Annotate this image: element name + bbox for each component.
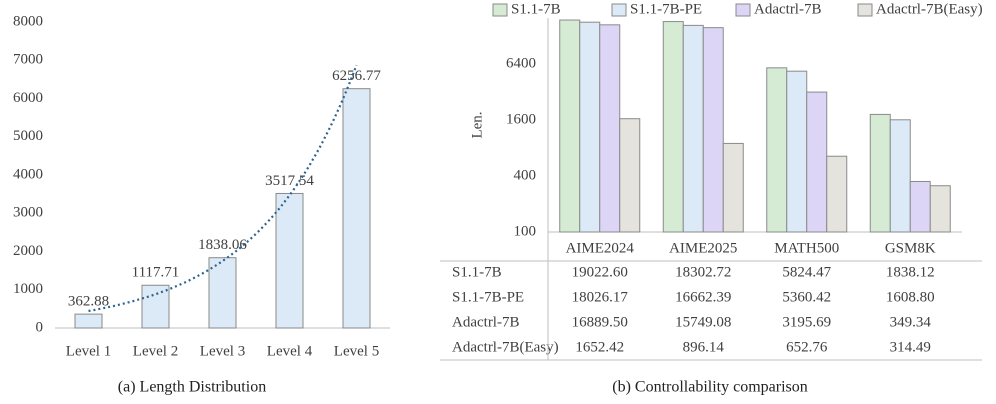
table-row-label: S1.1-7B-PE [452, 289, 524, 305]
table-cell: 5824.47 [782, 264, 831, 280]
y-tick-label: 2000 [13, 243, 43, 259]
y-axis-label: Len. [469, 111, 485, 138]
bar [786, 70, 808, 233]
y-tick-label: 1600 [506, 111, 536, 127]
bar [909, 180, 931, 233]
caption: (a) Length Distribution [118, 379, 266, 396]
y-tick-label: 1000 [13, 281, 43, 297]
y-tick-label: 100 [514, 223, 537, 239]
bar [599, 24, 621, 233]
caption: (b) Controllability comparison [612, 379, 808, 396]
table-cell: 1608.80 [886, 289, 935, 305]
table-cell: 314.49 [890, 339, 931, 355]
x-tick-label: GSM8K [885, 240, 936, 256]
table-cell: 15749.08 [675, 314, 731, 330]
legend-swatch [492, 3, 508, 17]
bar [74, 313, 103, 329]
table-row-label: Adactrl-7B(Easy) [452, 339, 559, 355]
legend-label: Adactrl-7B [754, 1, 821, 17]
x-tick-label: Level 5 [334, 343, 379, 359]
bar [208, 257, 237, 329]
x-tick-label: Level 3 [200, 343, 245, 359]
bar [682, 24, 704, 233]
bar [766, 67, 788, 233]
y-tick-label: 0 [36, 319, 44, 335]
y-tick-label: 400 [514, 167, 537, 183]
legend-swatch [611, 3, 627, 17]
table-cell: 1652.42 [575, 339, 624, 355]
bar [702, 27, 724, 233]
bar [579, 21, 601, 233]
table-cell: 16662.39 [675, 289, 731, 305]
table-cell: 652.76 [786, 339, 828, 355]
y-tick-label: 5000 [13, 128, 43, 144]
x-tick-label: MATH500 [774, 240, 839, 256]
x-tick-label: AIME2024 [566, 240, 635, 256]
x-tick-label: Level 2 [133, 343, 178, 359]
bar [826, 155, 848, 233]
y-tick-label: 6400 [506, 55, 536, 71]
bar [889, 119, 911, 233]
y-tick-label: 4000 [13, 166, 43, 182]
data-label: 3517.54 [265, 173, 314, 189]
bar [929, 185, 951, 233]
data-label: 6256.77 [332, 68, 381, 84]
y-tick-label: 6000 [13, 90, 43, 106]
bar [141, 284, 170, 329]
bar [806, 91, 828, 233]
bar [619, 118, 641, 233]
bar [342, 88, 371, 329]
data-label: 1117.71 [132, 265, 180, 281]
bar [662, 21, 684, 233]
table-row-label: S1.1-7B [452, 264, 502, 280]
table-cell: 18302.72 [675, 264, 731, 280]
x-tick-label: Level 4 [267, 343, 313, 359]
bar [275, 192, 304, 329]
x-tick-label: Level 1 [66, 343, 111, 359]
table-cell: 3195.69 [782, 314, 831, 330]
bar [559, 19, 581, 233]
x-tick-label: AIME2025 [669, 240, 737, 256]
trendline [88, 64, 358, 313]
table-cell: 19022.60 [572, 264, 628, 280]
y-tick-label: 3000 [13, 205, 43, 221]
data-label: 362.88 [68, 294, 109, 310]
table-row-label: Adactrl-7B [452, 314, 519, 330]
legend-label: S1.1-7B [511, 1, 561, 17]
table-cell: 896.14 [683, 339, 725, 355]
table-cell: 18026.17 [572, 289, 629, 305]
legend-swatch [857, 3, 873, 17]
legend-swatch [735, 3, 751, 17]
legend-label: Adactrl-7B(Easy) [876, 1, 983, 17]
bar [869, 113, 891, 233]
bar [722, 142, 744, 233]
table-cell: 16889.50 [572, 314, 628, 330]
table-cell: 5360.42 [782, 289, 831, 305]
table-cell: 349.34 [890, 314, 932, 330]
y-tick-label: 8000 [13, 13, 43, 29]
y-tick-label: 7000 [13, 52, 43, 68]
legend-label: S1.1-7B-PE [630, 1, 702, 17]
data-label: 1838.06 [198, 237, 247, 253]
table-cell: 1838.12 [886, 264, 935, 280]
